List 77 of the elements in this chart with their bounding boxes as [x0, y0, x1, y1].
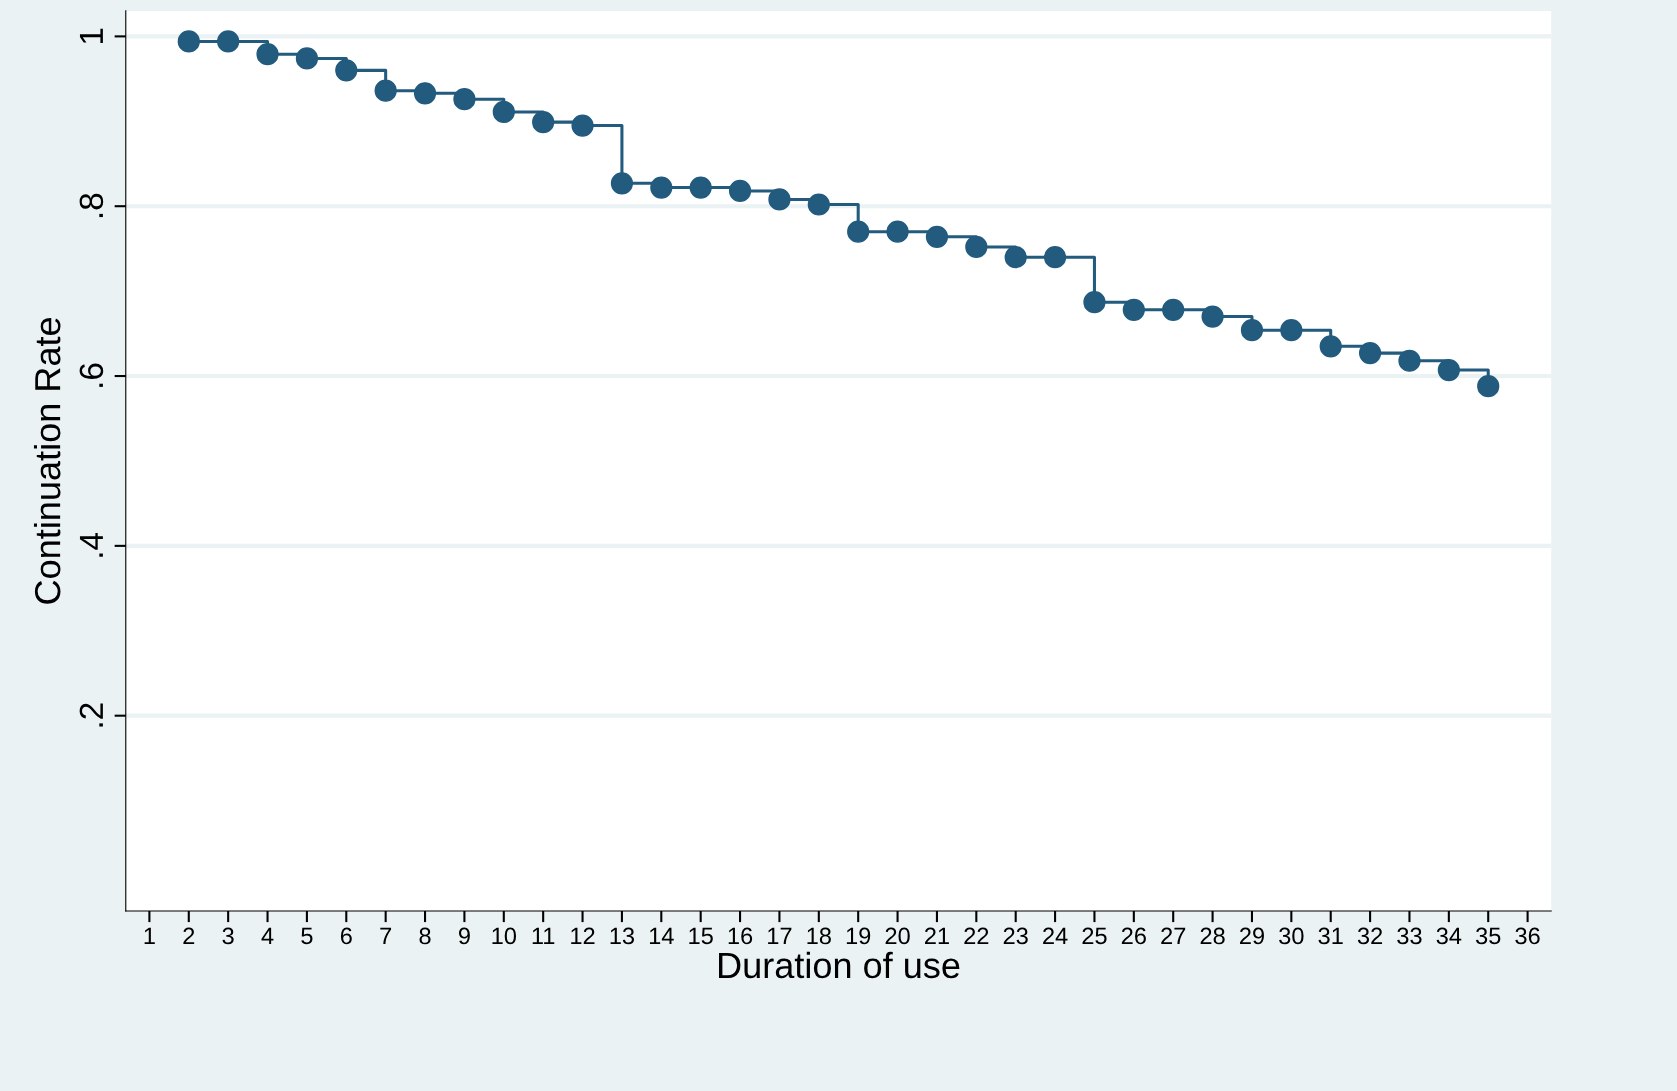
- point: [886, 220, 909, 243]
- point: [728, 179, 752, 203]
- point: [847, 220, 870, 243]
- point: [689, 176, 712, 199]
- y-tick-label: 1: [79, 28, 103, 44]
- point: [1240, 319, 1264, 342]
- x-tick-label: 23: [1003, 927, 1028, 945]
- x-tick-label: 2: [183, 927, 195, 945]
- point: [1004, 246, 1027, 269]
- x-tick-label: 6: [340, 927, 352, 945]
- x-tick-label: 32: [1357, 927, 1383, 945]
- point: [1043, 246, 1067, 269]
- point: [295, 47, 319, 70]
- point: [453, 88, 476, 111]
- point: [1398, 349, 1421, 372]
- point: [965, 235, 988, 259]
- y-tick-label: .2: [79, 703, 103, 727]
- x-tick-label: 12: [571, 927, 595, 945]
- x-tick-label: 10: [492, 927, 516, 945]
- point: [925, 225, 949, 248]
- x-tick-label: 13: [610, 927, 635, 945]
- x-tick-label: 3: [222, 927, 234, 945]
- x-tick-label: 31: [1318, 927, 1343, 945]
- x-tick-label: 5: [301, 927, 313, 945]
- x-tick-label: 19: [846, 927, 871, 945]
- point: [492, 100, 515, 124]
- x-tick-label: 26: [1121, 927, 1146, 945]
- x-tick-label: 28: [1200, 927, 1225, 945]
- point: [335, 59, 358, 82]
- x-tick-label: 18: [807, 927, 831, 945]
- x-tick-label: 7: [380, 927, 392, 945]
- point: [610, 172, 634, 195]
- y-axis-title: Continuation Rate: [33, 318, 61, 604]
- point: [1437, 358, 1460, 382]
- point: [413, 82, 437, 105]
- point: [217, 30, 240, 53]
- point: [1477, 375, 1500, 398]
- x-tick-label: 4: [261, 927, 274, 945]
- x-tick-label: 9: [458, 927, 470, 945]
- x-axis-title: Duration of use: [719, 951, 960, 979]
- x-tick-label: 33: [1397, 927, 1422, 945]
- point: [768, 188, 791, 211]
- point: [256, 43, 279, 66]
- point: [1122, 298, 1145, 321]
- x-tick-label: 34: [1436, 927, 1462, 945]
- point: [1319, 335, 1342, 358]
- point: [177, 30, 200, 53]
- x-tick-label: 29: [1240, 927, 1264, 945]
- point: [1162, 298, 1185, 321]
- x-tick-label: 35: [1475, 927, 1501, 945]
- x-tick-label: 21: [925, 927, 949, 945]
- point: [1201, 305, 1224, 328]
- x-tick-label: 11: [532, 927, 555, 945]
- y-tick-label: .8: [79, 193, 104, 218]
- x-tick-label: 25: [1082, 927, 1107, 945]
- point: [571, 114, 594, 137]
- point: [1083, 291, 1106, 314]
- x-tick-label: 24: [1043, 927, 1068, 945]
- point: [650, 176, 673, 199]
- x-tick-label: 17: [768, 927, 792, 945]
- y-tick-label: .4: [79, 532, 103, 557]
- x-tick-label: 27: [1161, 927, 1186, 945]
- x-tick-label: 22: [964, 927, 989, 945]
- x-tick-label: 8: [419, 927, 431, 945]
- x-tick-label: 30: [1279, 927, 1304, 945]
- point: [807, 193, 830, 216]
- point: [1280, 319, 1303, 342]
- point: [532, 111, 555, 134]
- x-tick-label: 14: [649, 927, 674, 945]
- y-tick-label: .6: [79, 363, 104, 387]
- x-tick-label: 16: [728, 927, 753, 945]
- x-tick-label: 15: [689, 927, 713, 945]
- point: [1358, 341, 1382, 365]
- point: [374, 79, 397, 102]
- x-tick-label: 20: [885, 927, 910, 945]
- x-tick-label: 36: [1515, 927, 1540, 945]
- x-tick-label: 1: [144, 927, 155, 945]
